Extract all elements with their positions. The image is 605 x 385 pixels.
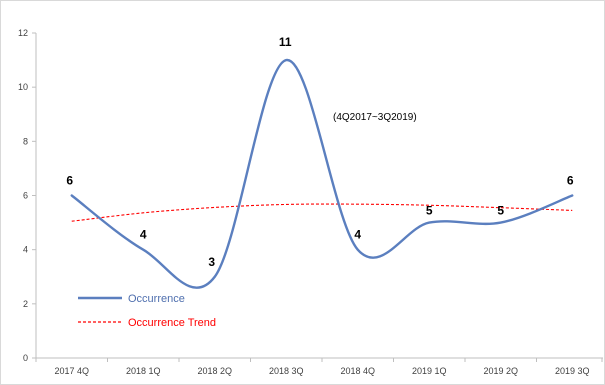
x-tick-label: 2019 3Q bbox=[555, 366, 590, 376]
occurrence-data-label: 11 bbox=[279, 35, 292, 49]
legend: Occurrence Occurrence Trend bbox=[78, 293, 216, 329]
occurrence-data-label: 5 bbox=[426, 204, 433, 218]
y-tick-label: 4 bbox=[23, 245, 28, 255]
y-tick-label: 10 bbox=[18, 82, 28, 92]
y-tick-label: 6 bbox=[23, 191, 28, 201]
x-tick-label: 2017 4Q bbox=[54, 366, 89, 376]
y-tick-label: 2 bbox=[23, 299, 28, 309]
y-tick-labels: 0 2 4 6 8 10 12 bbox=[18, 28, 28, 363]
occurrence-data-label: 6 bbox=[567, 174, 574, 188]
legend-label-occurrence: Occurrence bbox=[128, 293, 185, 305]
x-tick-label: 2018 3Q bbox=[269, 366, 304, 376]
legend-label-occurrence-trend: Occurrence Trend bbox=[128, 317, 216, 329]
x-tick-labels: 2017 4Q 2018 1Q 2018 2Q 2018 3Q 2018 4Q 2019 … bbox=[54, 366, 589, 376]
x-tick-label: 2018 2Q bbox=[197, 366, 232, 376]
occurrence-data-label: 4 bbox=[354, 228, 361, 242]
axes bbox=[32, 32, 603, 362]
occurrence-data-label: 6 bbox=[66, 174, 73, 188]
occurrence-data-label: 5 bbox=[497, 204, 504, 218]
y-tick-label: 0 bbox=[23, 353, 28, 363]
x-tick-label: 2019 1Q bbox=[412, 366, 447, 376]
data-labels: 6 4 3 11 4 5 5 6 bbox=[66, 35, 574, 269]
x-tick-label: 2018 4Q bbox=[340, 366, 375, 376]
occurrence-line bbox=[70, 58, 574, 289]
date-range-annotation: (4Q2017~3Q2019) bbox=[333, 112, 417, 123]
occurrence-trend-line bbox=[71, 203, 573, 222]
x-tick-label: 2019 2Q bbox=[483, 366, 518, 376]
y-tick-label: 12 bbox=[18, 28, 28, 38]
y-tick-label: 8 bbox=[23, 136, 28, 146]
series-layer bbox=[70, 58, 574, 289]
x-tick-label: 2018 1Q bbox=[126, 366, 161, 376]
occurrence-data-label: 3 bbox=[208, 255, 215, 269]
occurrence-data-label: 4 bbox=[140, 228, 147, 242]
